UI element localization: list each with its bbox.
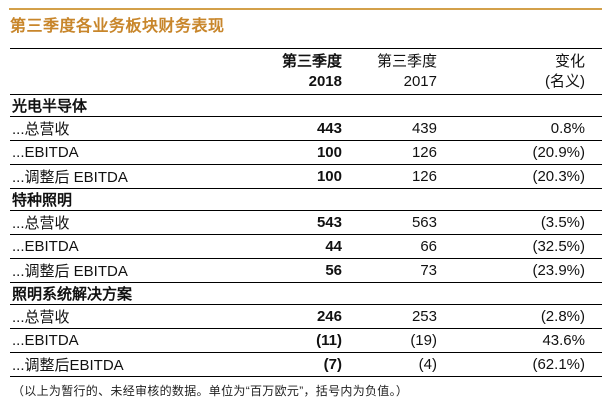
table-row: ...调整后 EBITDA 56 73 (23.9%) [10,258,602,283]
value-2018: 246 [250,304,342,329]
value-2017: 439 [342,116,437,141]
value-2017: (4) [342,352,437,377]
row-label: ...EBITDA [10,328,250,353]
financial-table: 第三季度 2018 第三季度 2017 变化 (名义) 光电半导体 ...总营收 [10,48,602,377]
value-change: (23.9%) [437,258,602,283]
table-header-row: 第三季度 2018 第三季度 2017 变化 (名义) [10,48,602,95]
row-label: ...总营收 [10,116,250,141]
header-empty-cell [10,48,250,95]
value-2018: 443 [250,116,342,141]
table-row: ...总营收 246 253 (2.8%) [10,304,602,329]
value-2017: 126 [342,164,437,189]
value-2017: 126 [342,140,437,165]
row-label: ...调整后EBITDA [10,352,250,377]
section-title: 特种照明 [10,188,602,211]
value-2017: (19) [342,328,437,353]
table-row: ...调整后EBITDA (7) (4) (62.1%) [10,352,602,377]
value-change: (3.5%) [437,210,602,235]
value-change: (62.1%) [437,352,602,377]
value-change: (2.8%) [437,304,602,329]
header-q3-2018-line2: 2018 [308,72,342,90]
header-q3-2017-line1: 第三季度 [376,52,437,70]
row-label: ...总营收 [10,304,250,329]
table-row: ...调整后 EBITDA 100 126 (20.3%) [10,164,602,189]
value-2018: (7) [250,352,342,377]
value-2017: 563 [342,210,437,235]
header-change-line1: 变化 [554,52,585,70]
row-label: ...调整后 EBITDA [10,258,250,283]
table-row: ...总营收 543 563 (3.5%) [10,210,602,235]
header-change-line2: (名义) [545,72,585,90]
value-change: (20.9%) [437,140,602,165]
value-2018: (11) [250,328,342,353]
table-footnote: （以上为暂行的、未经审核的数据。单位为“百万欧元”，括号内为负值。） [12,384,409,398]
header-change: 变化 (名义) [437,48,602,95]
table-row: ...总营收 443 439 0.8% [10,116,602,141]
table-row: ...EBITDA 100 126 (20.9%) [10,140,602,165]
value-change: (32.5%) [437,234,602,259]
value-change: 43.6% [437,328,602,353]
row-label: ...EBITDA [10,234,250,259]
header-q3-2018: 第三季度 2018 [250,48,342,95]
value-2018: 100 [250,140,342,165]
value-change: 0.8% [437,116,602,141]
header-q3-2017-line2: 2017 [403,72,437,90]
row-label: ...EBITDA [10,140,250,165]
section-header-row: 照明系统解决方案 [10,282,602,305]
value-change: (20.3%) [437,164,602,189]
table-row: ...EBITDA (11) (19) 43.6% [10,328,602,353]
section-header-row: 光电半导体 [10,94,602,117]
table-row: ...EBITDA 44 66 (32.5%) [10,234,602,259]
value-2018: 44 [250,234,342,259]
value-2017: 253 [342,304,437,329]
page-title: 第三季度各业务板块财务表现 [10,18,225,35]
section-title: 光电半导体 [10,94,602,117]
row-label: ...总营收 [10,210,250,235]
section-header-row: 特种照明 [10,188,602,211]
value-2017: 73 [342,258,437,283]
value-2018: 56 [250,258,342,283]
section-title: 照明系统解决方案 [10,282,602,305]
header-q3-2018-line1: 第三季度 [281,52,342,70]
value-2018: 100 [250,164,342,189]
value-2017: 66 [342,234,437,259]
accent-divider-line [9,8,602,10]
row-label: ...调整后 EBITDA [10,164,250,189]
value-2018: 543 [250,210,342,235]
header-q3-2017: 第三季度 2017 [342,48,437,95]
